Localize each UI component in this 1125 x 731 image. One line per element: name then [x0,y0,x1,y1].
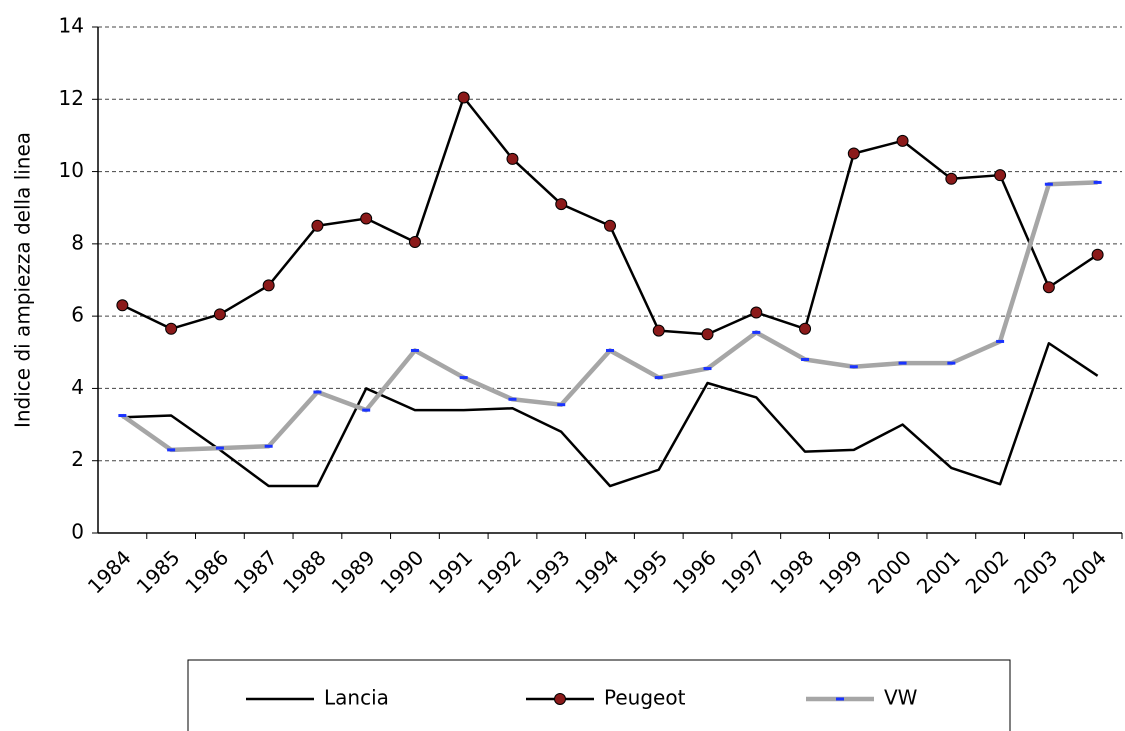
point [604,219,616,232]
x-tick-label: 1994 [570,545,623,598]
y-tick-label: 10 [59,158,84,182]
x-tick-label: 1988 [278,545,331,598]
y-tick-label: 0 [71,520,84,544]
y-tick-label: 8 [71,230,84,254]
x-tick-label: 1991 [424,545,477,598]
point [701,328,714,341]
x-tick-label: 1992 [473,545,526,598]
x-tick-label: 1995 [619,545,672,598]
series-line [121,96,1099,336]
y-tick-label: 2 [71,447,84,471]
x-tick-label: 1989 [327,545,380,598]
point [506,152,519,165]
y-tick-label: 12 [59,86,84,110]
point [945,172,958,185]
point [262,279,275,292]
x-tick-label: 1996 [668,545,721,598]
point [116,299,129,312]
x-tick-label: 1986 [180,545,233,598]
legend-label: Peugeot [604,686,686,710]
x-tick-label: 2001 [912,545,965,598]
y-tick-label: 6 [71,303,84,327]
point [847,147,860,160]
point [165,322,178,335]
y-tick-label: 14 [59,14,84,38]
x-tick-label: 1985 [132,545,185,598]
x-tick-label: 1998 [766,545,819,598]
x-tick-label: 2003 [1009,545,1062,598]
x-tick-label: 2004 [1058,545,1111,598]
legend-marker [554,693,566,705]
x-tick-label: 2000 [863,545,916,598]
legend-label: VW [884,686,918,710]
point [408,236,421,249]
y-axis-title: Indice di ampiezza della linea [11,132,35,428]
x-tick-label: 2002 [961,545,1014,598]
point [1042,281,1055,294]
legend-box [187,659,1011,731]
point [555,198,568,211]
point [799,322,812,335]
x-tick-label: 1990 [375,545,428,598]
point [213,308,226,321]
point [994,169,1007,182]
x-tick-label: 1993 [522,545,575,598]
point [311,219,324,232]
x-tick-label: 1999 [814,545,867,598]
x-tick-label: 1984 [83,545,136,598]
point [896,134,909,147]
point [652,324,665,337]
x-tick-label: 1987 [229,545,282,598]
point [457,91,470,104]
x-tick-label: 1997 [717,545,770,598]
point [750,306,763,319]
legend-label: Lancia [324,686,389,710]
point [360,212,373,225]
y-tick-label: 4 [71,375,84,399]
series-line [122,342,1099,488]
point [1091,248,1104,261]
